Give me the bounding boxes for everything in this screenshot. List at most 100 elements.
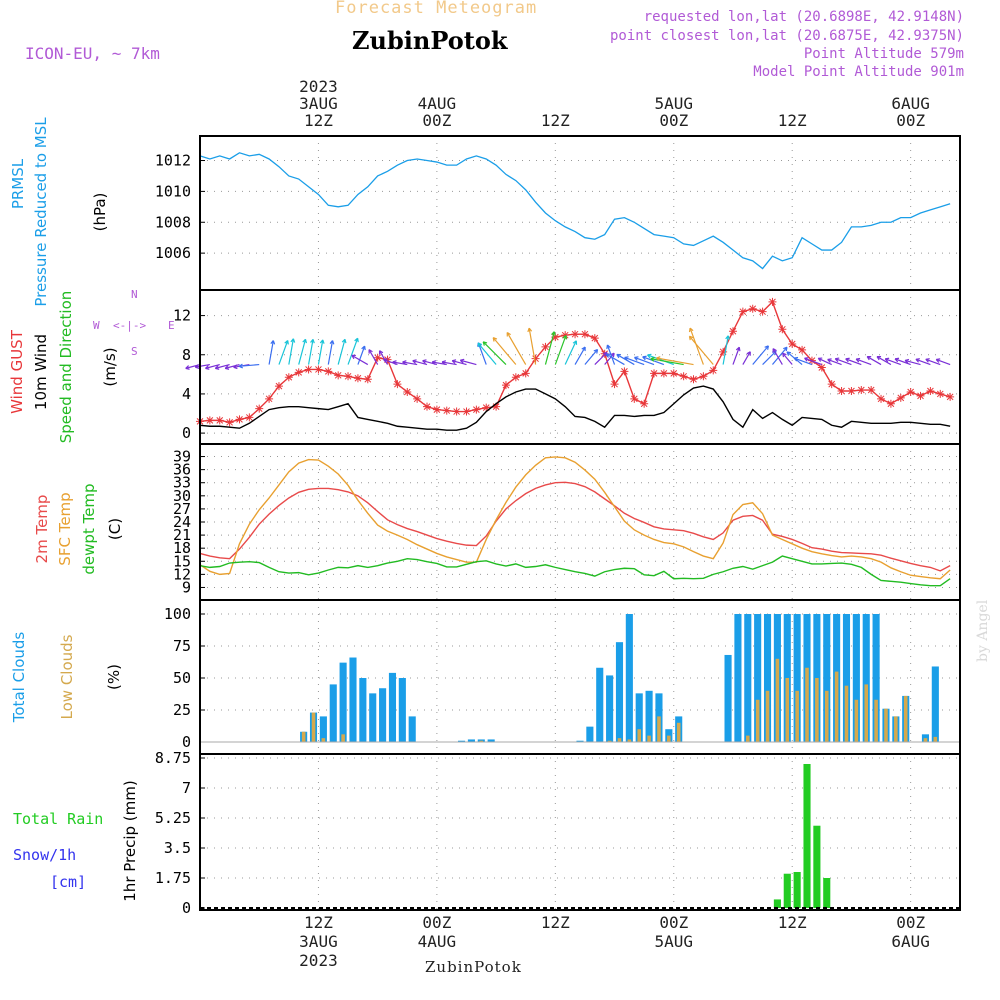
- wind-arrow-head: [527, 327, 533, 333]
- time-tick-line: 00Z: [422, 913, 452, 932]
- compass-arrows: <-|->: [113, 319, 147, 332]
- compass-w: W: [93, 319, 100, 332]
- gust-marker: [699, 372, 708, 381]
- time-tick-label: 4AUG 00Z: [397, 95, 477, 129]
- wind-arrow-head: [793, 356, 799, 362]
- gust-marker: [590, 334, 599, 343]
- time-tick-line: 12Z: [540, 111, 570, 130]
- low-cloud-bar: [627, 739, 632, 742]
- compass-e: E: [168, 319, 175, 332]
- ytick-label: 1.75: [155, 869, 191, 887]
- wind-direction-arrow: [876, 356, 892, 366]
- wind-arrow-head: [451, 359, 457, 364]
- gust-marker: [946, 392, 955, 401]
- rain-label: Total Rain: [13, 810, 104, 828]
- closest-coords: point closest lon,lat (20.6875E, 42.9375…: [609, 28, 964, 44]
- gust-marker: [255, 404, 264, 413]
- wind-arrow-head: [319, 339, 325, 344]
- ytick-label: 1012: [155, 152, 191, 170]
- wind-direction-arrow: [647, 354, 674, 366]
- time-tick-line: 12Z: [303, 111, 333, 130]
- gust-marker: [541, 342, 550, 351]
- gust-marker: [857, 386, 866, 395]
- gust-marker: [936, 389, 945, 398]
- wind-arrow-head: [477, 342, 483, 348]
- wind-direction-arrow: [866, 356, 882, 366]
- low-cloud-bar: [923, 738, 928, 742]
- panel-frame: [199, 289, 961, 445]
- wind-arrow-head: [764, 345, 769, 350]
- total-cloud-bar: [576, 740, 584, 742]
- time-tick-label: 00Z 6AUG: [871, 913, 951, 951]
- gust-marker: [432, 405, 441, 414]
- total-cloud-bar: [754, 614, 762, 742]
- time-tick-line: 6AUG: [891, 94, 930, 113]
- wind-arrow-head: [378, 350, 384, 355]
- wind-arrow-head: [224, 365, 230, 370]
- wind-direction-arrow: [337, 339, 346, 365]
- total-cloud-bar: [862, 614, 870, 742]
- time-tick-line: 4AUG: [417, 94, 457, 113]
- wind-arrow-head: [238, 363, 244, 369]
- ytick-label: 8: [182, 346, 191, 364]
- 2m-temp-line: [199, 481, 951, 572]
- low-cloud-bar: [667, 735, 671, 742]
- ytick-label: 0: [182, 733, 191, 751]
- gust-marker: [620, 367, 629, 376]
- wind-arrow-head: [935, 358, 941, 363]
- wind-direction-arrow: [772, 346, 788, 365]
- wind-direction-arrow: [855, 358, 872, 366]
- gust-marker: [669, 369, 678, 378]
- time-tick-line: 12Z: [540, 913, 570, 932]
- wind-direction-arrow: [482, 341, 507, 365]
- low-cloud-bar: [785, 678, 790, 742]
- low-cloud-bar: [746, 735, 750, 742]
- low-cloud-bar: [301, 731, 306, 742]
- gust-marker: [847, 386, 856, 395]
- wind-direction-arrow: [278, 340, 289, 365]
- wind-direction-arrow: [689, 327, 704, 365]
- wind-arrow-head: [688, 335, 694, 341]
- total-cloud-bar: [615, 642, 624, 742]
- wind-direction-arrow: [689, 335, 714, 365]
- gust-marker: [650, 369, 659, 378]
- low-cloud-bar: [834, 671, 839, 742]
- wind-arrow-head: [341, 338, 347, 344]
- gust-marker: [265, 394, 274, 403]
- wind-arrow-head: [884, 357, 890, 363]
- wind-direction-arrow: [804, 357, 823, 366]
- low-cloud-bar: [765, 690, 770, 742]
- wind-direction-arrow: [584, 349, 598, 365]
- compass-s: S: [131, 345, 138, 358]
- low-cloud-bar: [321, 738, 326, 742]
- low-cloud-bar: [607, 740, 612, 742]
- total-cloud-bar: [379, 688, 387, 742]
- wind-arrow-head: [441, 360, 447, 365]
- gust-marker: [284, 373, 293, 382]
- wind-direction-arrow: [441, 361, 457, 366]
- low-cloud-bar: [617, 738, 622, 742]
- wind-direction-arrow: [225, 363, 240, 369]
- wind-direction-arrow: [298, 339, 307, 365]
- wind-direction-arrow: [772, 348, 783, 365]
- total-cloud-bar: [487, 739, 495, 742]
- gust-marker: [225, 418, 234, 427]
- time-tick-line: 5AUG: [654, 94, 694, 113]
- rain-bar: [803, 764, 811, 908]
- wind-direction-arrow: [827, 358, 842, 366]
- cm-label: [cm]: [50, 873, 87, 891]
- gust-marker: [877, 394, 886, 403]
- ytick-label: 100: [164, 605, 191, 623]
- total-cloud-bar: [645, 690, 653, 742]
- wind-direction-arrow: [936, 358, 951, 366]
- gust-marker: [679, 372, 688, 381]
- gust-marker: [886, 399, 895, 408]
- low-cloud-bar: [657, 716, 661, 742]
- gust-marker: [442, 406, 451, 415]
- total-cloud-bar: [398, 678, 406, 742]
- time-tick-line: 00Z: [659, 111, 689, 130]
- ytick-label: 4: [182, 385, 191, 403]
- wind-direction-arrow: [528, 328, 537, 365]
- wind-direction-arrow: [904, 359, 921, 366]
- watermark: by Angel: [975, 599, 991, 662]
